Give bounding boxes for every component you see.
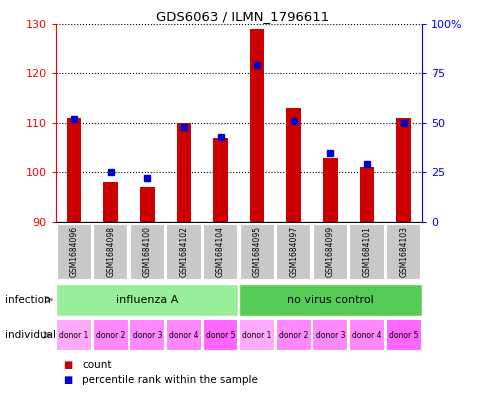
Bar xyxy=(213,138,227,222)
Bar xyxy=(93,224,128,280)
Bar xyxy=(166,224,201,280)
Bar xyxy=(202,319,238,351)
Text: GSM1684095: GSM1684095 xyxy=(252,226,261,277)
Bar xyxy=(312,319,348,351)
Text: donor 5: donor 5 xyxy=(388,331,418,340)
Bar xyxy=(348,319,384,351)
Bar xyxy=(239,284,421,316)
Bar xyxy=(359,167,374,222)
Text: GSM1684098: GSM1684098 xyxy=(106,226,115,277)
Text: GSM1684104: GSM1684104 xyxy=(215,226,225,277)
Text: infection: infection xyxy=(5,295,50,305)
Text: GSM1684096: GSM1684096 xyxy=(69,226,78,277)
Bar xyxy=(239,224,274,280)
Text: percentile rank within the sample: percentile rank within the sample xyxy=(82,375,258,385)
Text: donor 1: donor 1 xyxy=(59,331,89,340)
Bar xyxy=(276,224,311,280)
Text: GSM1684103: GSM1684103 xyxy=(398,226,408,277)
Text: donor 1: donor 1 xyxy=(242,331,272,340)
Text: GSM1684101: GSM1684101 xyxy=(362,226,371,277)
Bar xyxy=(129,319,165,351)
Bar xyxy=(286,108,301,222)
Text: donor 5: donor 5 xyxy=(205,331,235,340)
Text: no virus control: no virus control xyxy=(287,295,373,305)
Text: donor 4: donor 4 xyxy=(351,331,381,340)
Bar xyxy=(312,224,347,280)
Bar xyxy=(140,187,154,222)
Bar xyxy=(56,319,92,351)
Text: ■: ■ xyxy=(63,375,72,385)
Bar xyxy=(385,319,421,351)
Bar xyxy=(166,319,201,351)
Bar xyxy=(67,118,81,222)
Bar xyxy=(57,224,91,280)
Bar xyxy=(203,224,238,280)
Bar xyxy=(239,319,274,351)
Bar xyxy=(249,29,264,222)
Bar xyxy=(130,224,165,280)
Bar xyxy=(322,158,337,222)
Bar xyxy=(385,224,420,280)
Bar xyxy=(349,224,384,280)
Text: GSM1684102: GSM1684102 xyxy=(179,226,188,277)
Bar xyxy=(176,123,191,222)
Text: ■: ■ xyxy=(63,360,72,370)
Text: GDS6063 / ILMN_1796611: GDS6063 / ILMN_1796611 xyxy=(155,10,329,23)
Text: donor 4: donor 4 xyxy=(169,331,198,340)
Text: donor 2: donor 2 xyxy=(278,331,308,340)
Text: GSM1684097: GSM1684097 xyxy=(288,226,298,277)
Text: individual: individual xyxy=(5,330,56,340)
Text: GSM1684099: GSM1684099 xyxy=(325,226,334,277)
Bar xyxy=(275,319,311,351)
Text: donor 3: donor 3 xyxy=(132,331,162,340)
Text: count: count xyxy=(82,360,112,370)
Text: influenza A: influenza A xyxy=(116,295,178,305)
Text: GSM1684100: GSM1684100 xyxy=(142,226,151,277)
Text: donor 2: donor 2 xyxy=(96,331,125,340)
Bar xyxy=(103,182,118,222)
Bar xyxy=(56,284,238,316)
Text: donor 3: donor 3 xyxy=(315,331,345,340)
Bar xyxy=(395,118,410,222)
Bar xyxy=(92,319,128,351)
